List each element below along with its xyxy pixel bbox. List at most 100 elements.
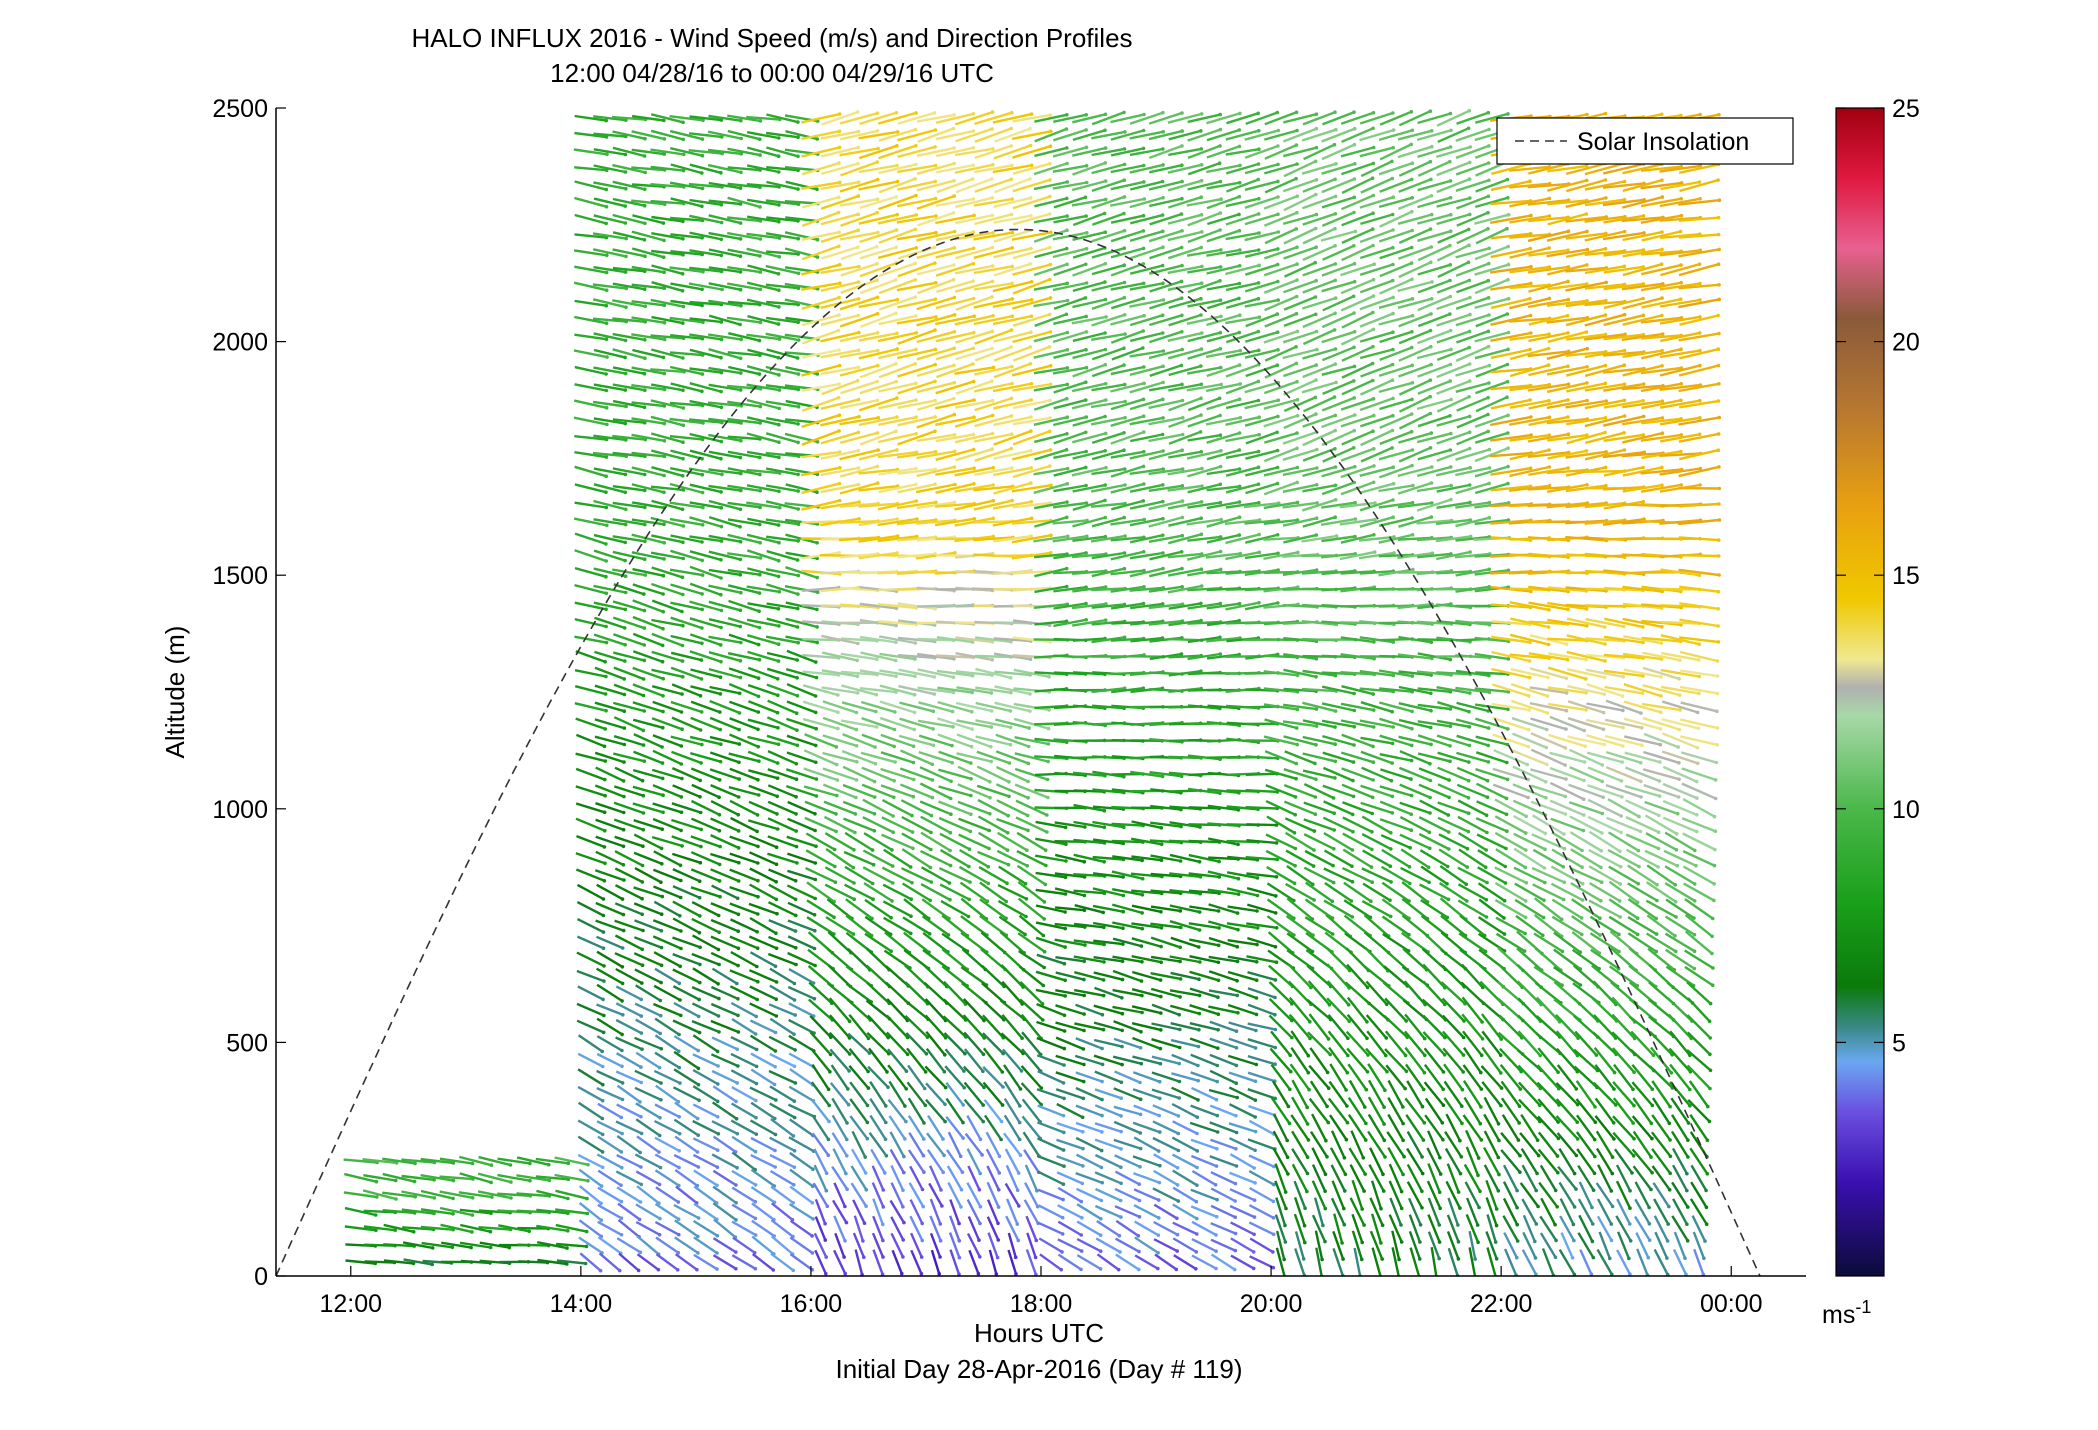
wind-vector-head <box>1257 482 1261 486</box>
wind-vector-head <box>1011 314 1015 318</box>
wind-vector-head <box>1080 1216 1084 1220</box>
wind-vector <box>770 1054 795 1066</box>
wind-vector-head <box>1176 1233 1180 1237</box>
wind-vector-head <box>1024 882 1028 886</box>
wind-vector-head <box>891 881 895 885</box>
wind-vector <box>693 1138 717 1150</box>
wind-vector-head <box>1140 1011 1144 1015</box>
wind-vector-head <box>952 397 956 401</box>
wind-vector-head <box>894 246 898 250</box>
wind-vector-head <box>1026 780 1030 784</box>
wind-vector <box>905 1000 929 1019</box>
wind-vector-head <box>793 982 797 986</box>
wind-vector-head <box>604 692 608 696</box>
wind-vector-head <box>857 180 861 184</box>
wind-vector-head <box>972 163 976 167</box>
wind-vector-head <box>1200 163 1204 167</box>
wind-vector <box>917 383 955 392</box>
wind-vector-head <box>758 523 762 527</box>
wind-vector-head <box>1177 1199 1181 1203</box>
wind-vector-head <box>661 793 665 797</box>
wind-vector-head <box>677 1200 681 1204</box>
wind-vector-head <box>1257 450 1261 454</box>
wind-vector-head <box>1010 178 1014 182</box>
wind-vector-head <box>1238 264 1242 268</box>
wind-vector-head <box>527 1230 531 1234</box>
wind-vector-head <box>794 929 798 933</box>
wind-vector-head <box>1217 961 1221 965</box>
wind-vector-head <box>682 305 686 309</box>
wind-vector-head <box>1010 466 1014 470</box>
wind-vector-head <box>1085 247 1089 251</box>
wind-vector-head <box>1103 809 1107 813</box>
wind-vector-head <box>736 813 740 817</box>
wind-vector-head <box>1123 416 1127 420</box>
wind-vector-head <box>757 759 761 763</box>
wind-vector-head <box>1257 297 1261 301</box>
wind-vector-head <box>1195 1200 1199 1204</box>
wind-vector-head <box>1180 197 1184 201</box>
wind-vector-head <box>1233 1215 1237 1219</box>
wind-vector <box>1037 955 1065 964</box>
wind-vector-head <box>566 1197 570 1201</box>
wind-vector-head <box>1085 415 1089 419</box>
wind-vector-head <box>662 119 666 123</box>
wind-vector-head <box>620 1150 624 1154</box>
wind-vector-head <box>793 1099 797 1103</box>
wind-vector-head <box>696 1049 700 1053</box>
wind-vector-head <box>1120 996 1124 1000</box>
wind-vector-head <box>1178 946 1182 950</box>
wind-vector-head <box>777 541 781 545</box>
wind-vector-head <box>972 230 976 234</box>
wind-vector-head <box>838 364 842 368</box>
wind-vector-head <box>758 137 762 141</box>
wind-vector-head <box>548 1179 552 1183</box>
wind-vector-head <box>736 1014 740 1018</box>
wind-vector-head <box>1122 363 1126 367</box>
wind-vector <box>617 1105 641 1117</box>
wind-vector-head <box>719 558 723 562</box>
wind-vector-head <box>990 177 994 181</box>
wind-vector-head <box>1065 432 1069 436</box>
wind-vector-head <box>677 1217 681 1221</box>
wind-vector-head <box>756 912 760 916</box>
wind-vector <box>1169 415 1201 427</box>
wind-vector-head <box>953 330 957 334</box>
wind-vector-head <box>837 195 841 199</box>
wind-vector-head <box>1180 348 1184 352</box>
wind-vector-head <box>1122 263 1126 267</box>
wind-vector-head <box>1029 345 1033 349</box>
wind-vector-head <box>1011 231 1015 235</box>
wind-vector <box>617 1238 640 1252</box>
wind-vector-head <box>852 932 856 936</box>
wind-vector-head <box>755 930 759 934</box>
wind-vector-head <box>1120 1063 1124 1067</box>
wind-vector-head <box>758 254 762 258</box>
wind-vector-head <box>949 812 953 816</box>
wind-vector <box>728 131 760 139</box>
wind-vector <box>652 568 683 578</box>
wind-vector-head <box>894 362 898 366</box>
wind-vector-head <box>855 728 859 732</box>
wind-vector <box>1057 1140 1084 1149</box>
wind-vector-head <box>1048 278 1052 282</box>
wind-vector-head <box>681 457 685 461</box>
wind-vector-head <box>1103 499 1107 503</box>
wind-vector-head <box>1216 1028 1220 1032</box>
wind-vector-head <box>1175 1268 1179 1272</box>
wind-vector <box>1092 298 1124 309</box>
wind-vector-head <box>1063 910 1067 914</box>
wind-vector-head <box>794 812 798 816</box>
wind-vector-head <box>1235 1164 1239 1168</box>
wind-vector-head <box>1180 314 1184 318</box>
wind-vector-head <box>930 814 934 818</box>
wind-vector-head <box>586 1179 590 1183</box>
wind-vector <box>771 1187 793 1203</box>
wind-vector-head <box>792 1134 796 1138</box>
wind-vector-head <box>605 254 609 258</box>
wind-vector-head <box>660 912 664 916</box>
wind-vector-head <box>991 414 995 418</box>
wind-vector-head <box>1049 263 1053 267</box>
wind-vector-head <box>759 119 763 123</box>
wind-vector-head <box>857 130 861 134</box>
